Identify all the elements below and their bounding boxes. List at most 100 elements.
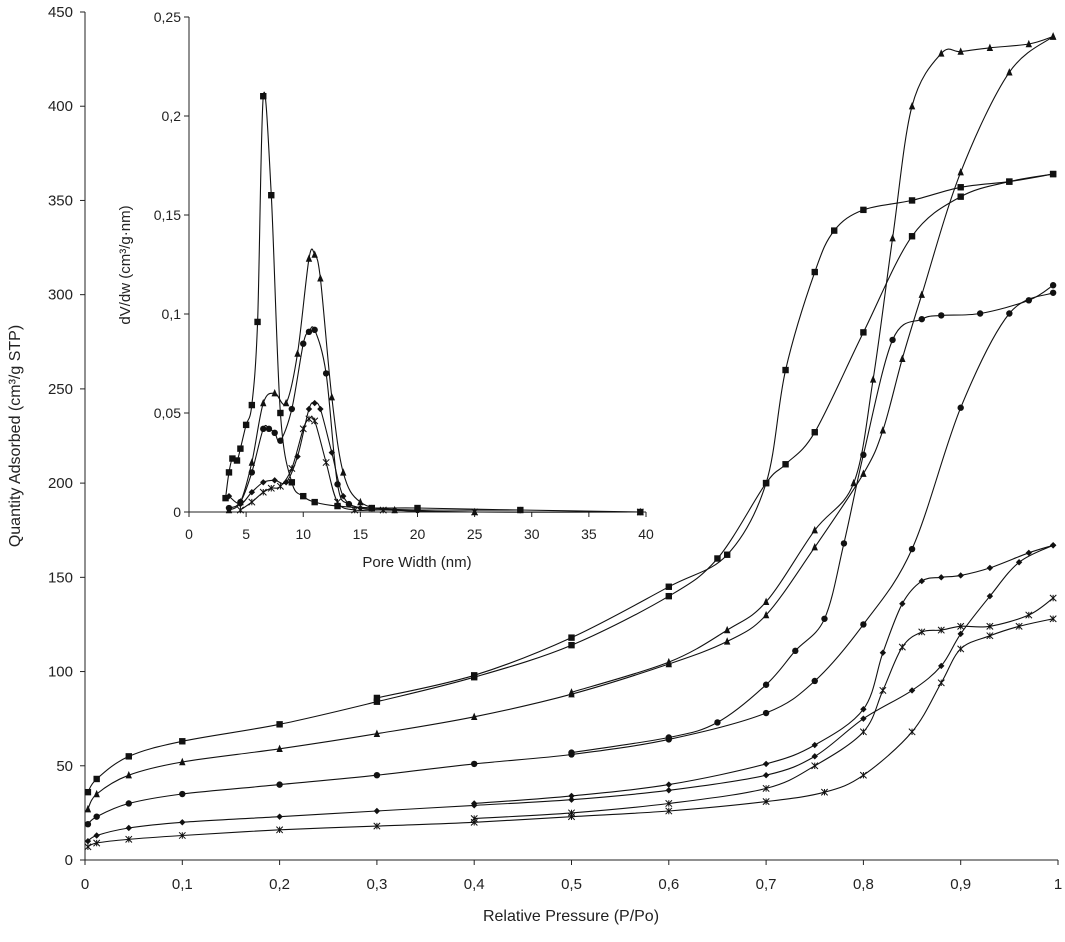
data-point-asterisk xyxy=(1049,615,1057,623)
main-x-ticks: 0 0,1 0,2 0,3 0,4 0,5 0,6 0,7 0,8 0,9 1 xyxy=(81,860,1062,893)
data-point-square xyxy=(373,694,381,702)
data-point-circle xyxy=(84,820,92,828)
data-point-asterisk xyxy=(820,788,829,796)
data-point-square xyxy=(908,197,916,204)
main-y-tick-label: 450 xyxy=(48,4,73,21)
data-point-circle xyxy=(889,336,896,344)
data-point-asterisk xyxy=(957,622,965,630)
main-series-line-diamond-desorption xyxy=(474,544,1054,805)
data-point-square xyxy=(233,457,241,464)
data-point-square xyxy=(568,634,575,641)
data-point-asterisk xyxy=(918,628,926,636)
main-x-tick-label: 0,2 xyxy=(269,876,290,893)
data-point-asterisk xyxy=(305,415,313,423)
data-point-circle xyxy=(957,404,964,411)
data-point-diamond xyxy=(1025,549,1033,557)
data-point-asterisk xyxy=(259,488,267,496)
data-point-square xyxy=(248,401,256,409)
data-point-asterisk xyxy=(898,643,906,651)
data-point-asterisk xyxy=(811,762,819,770)
data-point-triangle xyxy=(1049,32,1057,40)
data-point-asterisk xyxy=(567,809,576,817)
data-point-circle xyxy=(938,312,945,319)
data-point-asterisk xyxy=(299,425,307,433)
data-point-asterisk xyxy=(288,464,296,472)
inset-y-ticks: 0 0,05 0,1 0,15 0,2 0,25 xyxy=(154,9,189,520)
data-point-square xyxy=(300,492,307,500)
data-point-triangle xyxy=(84,804,92,813)
main-x-tick-label: 0,7 xyxy=(756,876,777,893)
data-point-triangle xyxy=(889,233,896,242)
data-point-circle xyxy=(976,310,984,317)
data-point-circle xyxy=(568,749,575,756)
data-point-triangle xyxy=(271,389,278,397)
data-point-diamond xyxy=(879,649,887,656)
data-point-circle xyxy=(665,734,672,741)
data-point-triangle xyxy=(282,398,290,407)
data-point-square xyxy=(1049,170,1057,178)
data-point-asterisk xyxy=(236,506,244,514)
data-point-square xyxy=(665,592,672,600)
inset-series-group xyxy=(222,91,644,516)
data-point-diamond xyxy=(276,813,283,820)
data-point-square xyxy=(811,429,818,436)
data-point-asterisk xyxy=(1049,594,1057,602)
data-point-square xyxy=(277,409,284,417)
data-point-triangle xyxy=(811,526,818,534)
data-point-asterisk xyxy=(333,498,342,506)
inset-x-axis-title: Pore Width (nm) xyxy=(362,554,471,571)
inset-y-tick-label: 0,25 xyxy=(154,9,181,25)
data-point-diamond xyxy=(84,837,92,845)
data-point-asterisk xyxy=(665,799,673,808)
data-point-circle xyxy=(260,425,267,433)
data-point-circle xyxy=(908,545,916,553)
data-point-square xyxy=(471,672,478,679)
data-point-asterisk xyxy=(471,508,479,516)
data-point-diamond xyxy=(860,706,867,713)
data-point-asterisk xyxy=(859,771,867,779)
main-series-square xyxy=(84,170,1057,796)
data-point-diamond xyxy=(225,492,233,500)
main-x-tick-label: 0,3 xyxy=(366,876,387,893)
data-point-square xyxy=(782,461,789,468)
data-point-asterisk xyxy=(957,645,965,653)
data-point-circle xyxy=(821,615,828,622)
data-point-asterisk xyxy=(276,826,284,834)
main-x-tick-label: 0,4 xyxy=(464,876,485,893)
data-point-diamond xyxy=(957,572,964,579)
data-point-triangle xyxy=(568,688,575,696)
data-point-triangle xyxy=(723,625,731,634)
data-point-square xyxy=(288,479,296,486)
data-point-square xyxy=(179,738,186,745)
data-point-diamond xyxy=(860,715,867,722)
data-point-square xyxy=(237,445,244,452)
data-point-square xyxy=(373,698,381,705)
data-point-square xyxy=(268,192,275,199)
data-point-asterisk xyxy=(322,458,330,467)
data-point-triangle xyxy=(957,47,964,55)
inset-background xyxy=(188,17,648,513)
data-point-asterisk xyxy=(1025,611,1033,619)
data-point-triangle xyxy=(665,657,672,666)
data-point-circle xyxy=(811,677,818,685)
inset-series-circle xyxy=(225,326,524,514)
data-point-square xyxy=(714,555,721,562)
main-y-tick-label: 0 xyxy=(65,852,73,869)
data-point-triangle xyxy=(294,349,301,357)
data-point-circle xyxy=(792,647,799,655)
data-point-diamond xyxy=(305,405,313,413)
main-y-axis-title: Quantity Adsorbed (cm³/g STP) xyxy=(7,325,24,547)
data-point-triangle xyxy=(1025,39,1033,48)
data-point-circle xyxy=(414,506,421,514)
data-point-asterisk xyxy=(1015,622,1023,630)
data-point-square xyxy=(84,788,92,796)
data-point-diamond xyxy=(1049,542,1057,549)
data-point-square xyxy=(860,206,867,214)
data-point-square xyxy=(860,329,867,336)
inset-x-tick-label: 20 xyxy=(410,526,426,542)
data-point-square xyxy=(568,641,575,649)
data-point-square xyxy=(222,494,229,502)
data-point-square xyxy=(229,455,236,462)
inset-y-tick-label: 0,05 xyxy=(154,405,181,421)
